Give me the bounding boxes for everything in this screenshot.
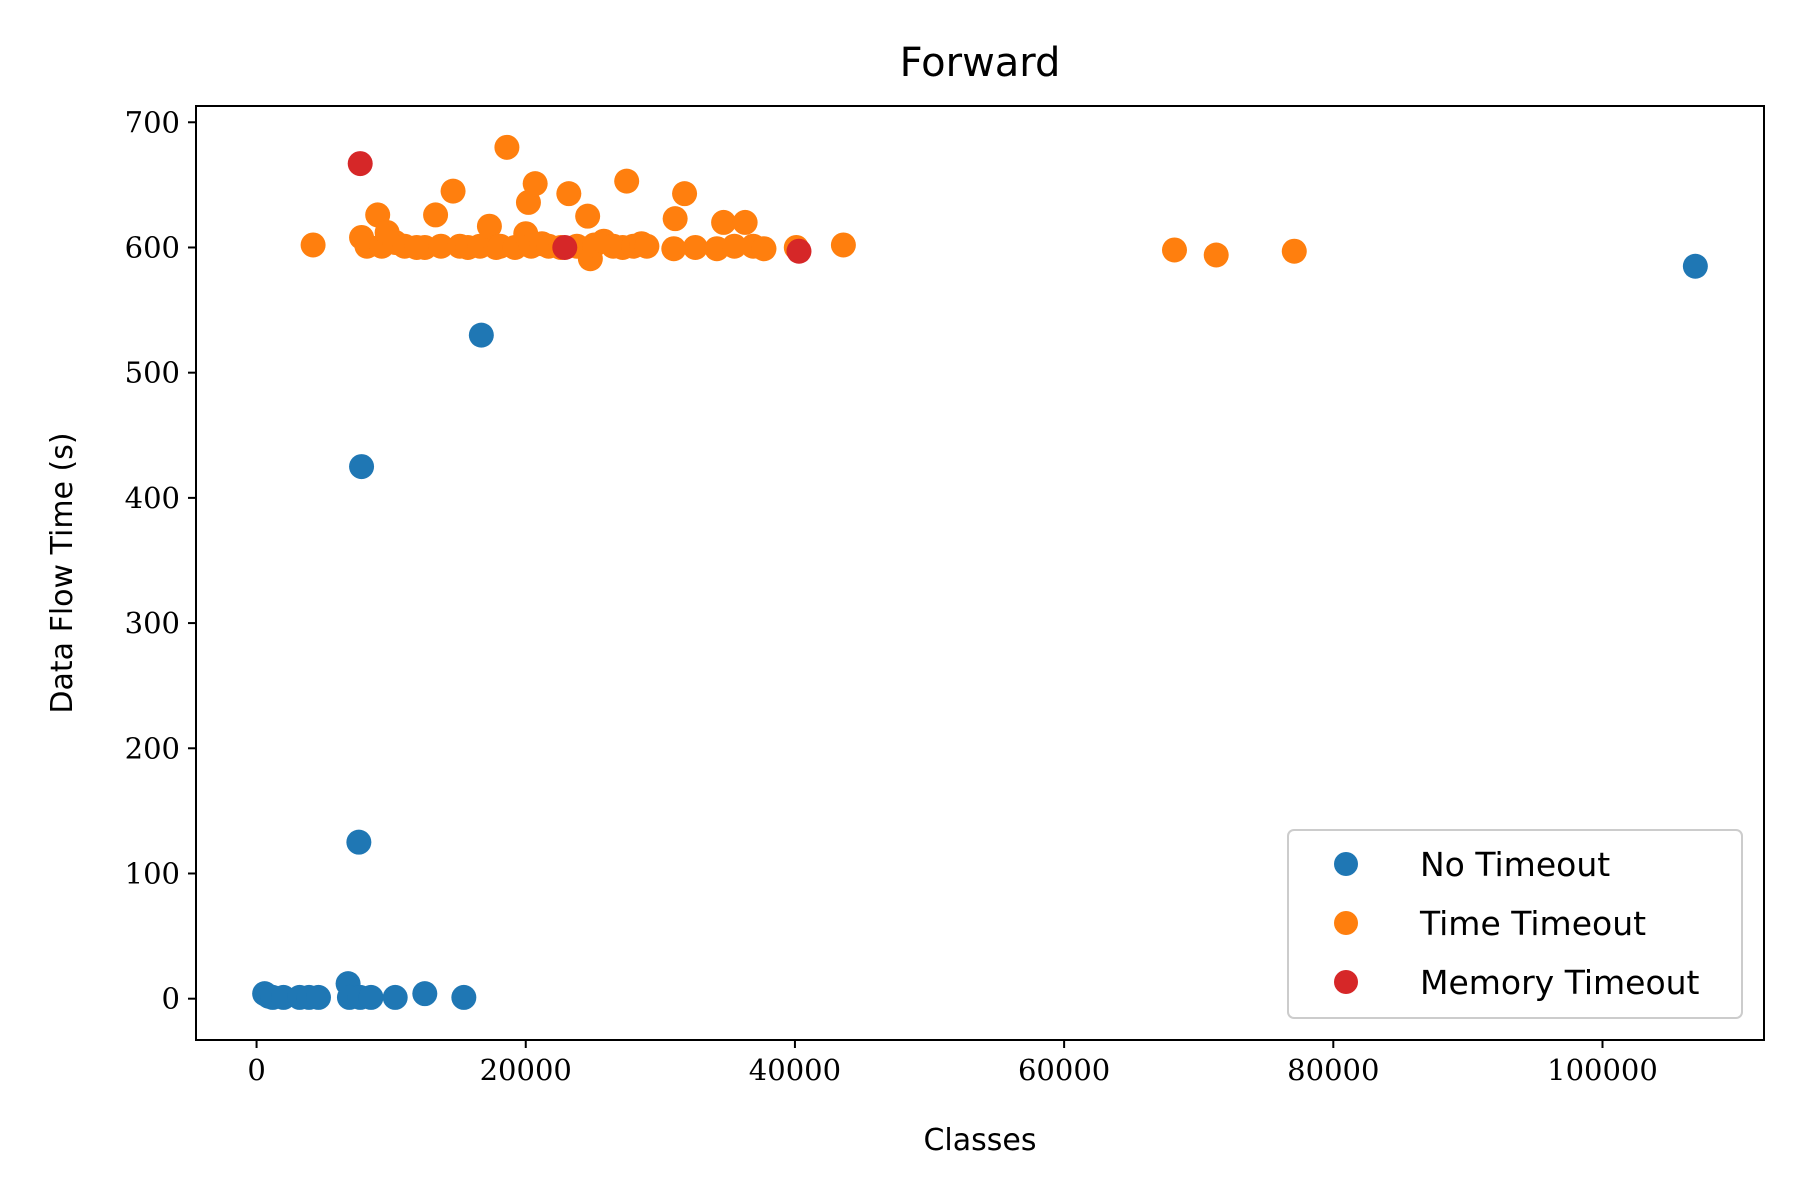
x-tick-label: 0 xyxy=(247,1053,265,1087)
data-point xyxy=(382,984,408,1010)
y-tick-label: 200 xyxy=(125,731,180,765)
legend-entry: Time Timeout xyxy=(1419,904,1646,943)
x-tick-label: 40000 xyxy=(749,1053,841,1087)
data-point xyxy=(614,168,640,194)
data-point xyxy=(1682,253,1708,279)
data-point xyxy=(732,209,758,235)
data-point xyxy=(786,238,812,264)
y-tick-label: 300 xyxy=(125,606,180,640)
data-point xyxy=(347,151,373,177)
y-tick-label: 500 xyxy=(125,356,180,390)
data-point xyxy=(300,232,326,258)
chart-title: Forward xyxy=(900,40,1061,86)
y-tick-label: 400 xyxy=(125,481,180,515)
x-tick-label: 80000 xyxy=(1287,1053,1379,1087)
data-point xyxy=(1161,237,1187,263)
data-point xyxy=(661,236,687,262)
y-tick-label: 0 xyxy=(162,982,180,1016)
data-point xyxy=(440,178,466,204)
data-point xyxy=(515,189,541,215)
y-tick-label: 100 xyxy=(125,856,180,890)
data-point xyxy=(556,181,582,207)
data-point xyxy=(721,233,747,259)
data-point xyxy=(522,171,548,197)
data-point xyxy=(1281,238,1307,264)
legend-marker xyxy=(1334,970,1358,994)
y-axis-label: Data Flow Time (s) xyxy=(45,432,80,713)
y-tick-label: 700 xyxy=(125,105,180,139)
data-point xyxy=(751,236,777,262)
data-point xyxy=(349,454,375,480)
data-points xyxy=(252,134,1708,1010)
legend-box xyxy=(1287,829,1743,1019)
data-point xyxy=(346,829,372,855)
legend-entry: No Timeout xyxy=(1420,845,1610,884)
x-tick-label: 20000 xyxy=(480,1053,572,1087)
data-point xyxy=(428,233,454,259)
data-point xyxy=(552,234,578,260)
data-point xyxy=(672,181,698,207)
data-point xyxy=(412,981,438,1007)
data-point xyxy=(711,209,737,235)
legend-marker xyxy=(1334,852,1358,876)
data-point xyxy=(451,984,477,1010)
data-point xyxy=(423,202,449,228)
data-point xyxy=(358,984,384,1010)
data-point xyxy=(476,213,502,239)
x-tick-label: 100000 xyxy=(1547,1053,1658,1087)
legend-entry: Memory Timeout xyxy=(1420,963,1700,1002)
data-point xyxy=(494,134,520,160)
data-point xyxy=(575,203,601,229)
data-point xyxy=(662,206,688,232)
data-point xyxy=(1203,242,1229,268)
data-point xyxy=(682,234,708,260)
x-tick-label: 60000 xyxy=(1018,1053,1110,1087)
plot-frame xyxy=(195,105,1765,1041)
y-tick-label: 600 xyxy=(125,230,180,264)
data-point xyxy=(305,984,331,1010)
legend-marker xyxy=(1334,911,1358,935)
data-point xyxy=(830,232,856,258)
data-point xyxy=(468,322,494,348)
axes: 0 20000 40000 60000 80000 100000 0 100 200 300 400… xyxy=(125,105,1765,1087)
data-point xyxy=(634,233,660,259)
x-axis-label: Classes xyxy=(923,1123,1036,1158)
legend: No Timeout Time Timeout Memory Timeout xyxy=(1287,829,1743,1019)
